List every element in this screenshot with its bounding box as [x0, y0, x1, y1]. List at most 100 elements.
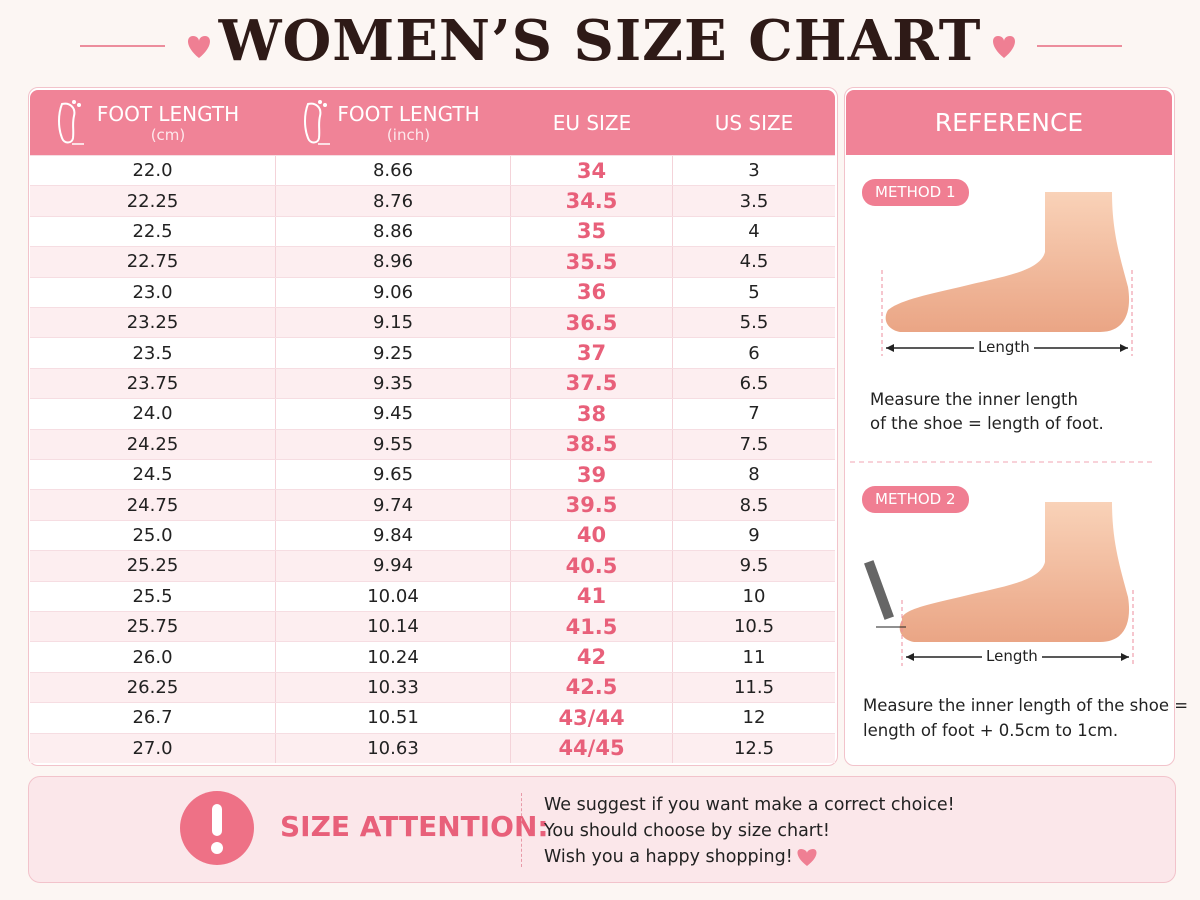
table-row: 23.25 9.15 36.5 5.5	[30, 307, 835, 338]
attention-line: You should choose by size chart!	[544, 821, 830, 841]
table-cell: 26.7	[30, 703, 276, 733]
table-row: 24.0 9.45 38 7	[30, 398, 835, 429]
table-cell: 3.5	[739, 190, 769, 212]
table-cell: 23.5	[30, 338, 276, 368]
table-cell: 9.55	[276, 429, 511, 459]
attention-line: Wish you a happy shopping!	[544, 847, 793, 867]
table-cell: 25.75	[30, 612, 276, 642]
table-cell: 39.5	[511, 490, 673, 520]
method-badge: METHOD 2	[862, 486, 969, 513]
header-cell: EU SIZE	[511, 90, 674, 155]
header-unit: (inch)	[386, 125, 431, 144]
header-label: FOOT LENGTH	[337, 101, 480, 126]
header-cell: US SIZE	[673, 90, 835, 155]
table-cell: 26.0	[30, 642, 276, 672]
table-row: 24.5 9.65 39 8	[30, 459, 835, 490]
table-row: 23.5 9.25 37 6	[30, 337, 835, 368]
table-row: 22.5 8.86 35 4	[30, 215, 835, 247]
table-cell: 35	[511, 216, 673, 247]
header-label: EU SIZE	[552, 110, 632, 135]
table-cell: 23.75	[30, 368, 276, 399]
table-cell: 34	[511, 156, 673, 186]
attention-icon	[180, 791, 254, 865]
table-cell: 12	[742, 707, 766, 729]
table-cell: 10.24	[276, 642, 511, 672]
table-cell: 39	[511, 460, 673, 490]
table-row: 26.7 10.51 43/44 12	[30, 702, 835, 733]
table-cell: 6.5	[739, 372, 769, 394]
table-cell: 27.0	[30, 733, 276, 763]
attention-title: SIZE ATTENTION:	[280, 810, 549, 843]
table-row: 25.25 9.94 40.5 9.5	[30, 550, 835, 581]
table-cell: 36.5	[511, 308, 673, 338]
attention-line: We suggest if you want make a correct ch…	[544, 795, 955, 815]
table-cell: 23.0	[30, 277, 276, 307]
table-row: 24.25 9.55 38.5 7.5	[30, 428, 835, 459]
table-cell: 9.84	[276, 520, 511, 551]
method-note: Measure the inner length	[870, 390, 1078, 409]
table-row: 22.25 8.76 34.5 3.5	[30, 185, 835, 216]
table-cell: 9.94	[276, 551, 511, 581]
table-cell: 7	[748, 403, 760, 425]
table-cell: 10	[742, 585, 766, 607]
foot-illustrations	[850, 192, 1156, 666]
table-row: 26.0 10.24 42 11	[30, 641, 835, 672]
divider	[521, 793, 522, 867]
table-cell: 25.5	[30, 581, 276, 611]
table-row: 25.5 10.04 41 10	[30, 580, 835, 611]
table-cell: 11.5	[733, 676, 775, 698]
table-cell: 38.5	[511, 429, 673, 459]
table-cell: 5.5	[739, 312, 769, 334]
table-cell: 22.0	[30, 156, 276, 186]
table-cell: 42	[511, 642, 673, 672]
header-label: FOOT LENGTH	[96, 101, 240, 126]
table-row: 25.75 10.14 41.5 10.5	[30, 611, 835, 642]
table-cell: 24.5	[30, 460, 276, 490]
table-cell: 4	[748, 220, 760, 242]
table-row: 22.0 8.66 34 3	[30, 155, 835, 186]
table-cell: 10.51	[276, 703, 511, 733]
table-cell: 5	[748, 281, 760, 303]
table-cell: 10.5	[733, 616, 775, 638]
dimension-label: Length	[982, 647, 1042, 665]
method-note: length of foot + 0.5cm to 1cm.	[863, 721, 1119, 740]
table-cell: 12.5	[733, 737, 775, 759]
table-cell: 8.96	[276, 247, 511, 277]
header-cell: FOOT LENGTH (cm)	[30, 90, 277, 155]
method-badge: METHOD 1	[862, 179, 969, 206]
method-note: Measure the inner length of the shoe =	[863, 696, 1189, 715]
table-cell: 9.5	[739, 555, 769, 577]
header-cell: FOOT LENGTH (inch)	[276, 90, 512, 155]
table-cell: 10.04	[276, 581, 511, 611]
table-row: 26.25 10.33 42.5 11.5	[30, 671, 835, 703]
table-cell: 37.5	[511, 368, 673, 399]
table-cell: 7.5	[739, 433, 769, 455]
table-cell: 9.06	[276, 277, 511, 307]
method-note: of the shoe = length of foot.	[870, 414, 1104, 433]
table-cell: 8.86	[276, 216, 511, 247]
table-cell: 10.14	[276, 612, 511, 642]
table-cell: 41	[511, 581, 673, 611]
table-cell: 10.63	[276, 733, 511, 763]
table-cell: 43/44	[511, 703, 673, 733]
table-cell: 24.0	[30, 399, 276, 429]
table-cell: 34.5	[511, 186, 673, 216]
table-row: 27.0 10.63 44/45 12.5	[30, 732, 835, 763]
table-cell: 9.35	[276, 368, 511, 399]
table-cell: 6	[748, 342, 760, 364]
table-cell: 41.5	[511, 612, 673, 642]
table-cell: 24.25	[30, 429, 276, 459]
table-cell: 9.74	[276, 490, 511, 520]
table-cell: 37	[511, 338, 673, 368]
heart-icon	[797, 849, 817, 866]
table-cell: 42.5	[511, 672, 673, 703]
table-cell: 36	[511, 277, 673, 307]
table-cell: 22.75	[30, 247, 276, 277]
table-row: 25.0 9.84 40 9	[30, 519, 835, 551]
table-cell: 40.5	[511, 551, 673, 581]
table-cell: 23.25	[30, 308, 276, 338]
table-cell: 22.5	[30, 216, 276, 247]
table-cell: 25.25	[30, 551, 276, 581]
